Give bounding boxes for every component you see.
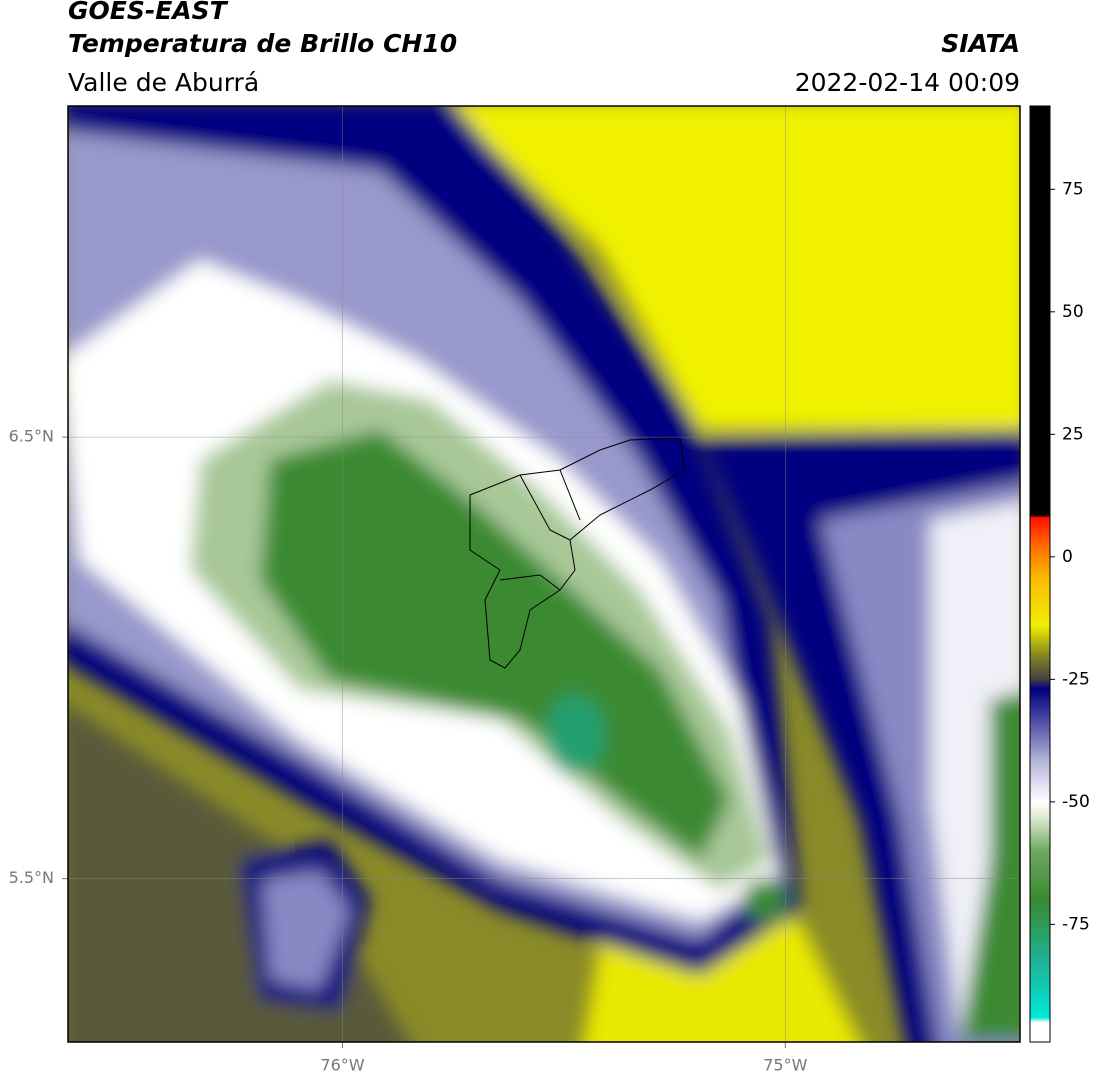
colorbar-tick-label: 75 (1062, 179, 1084, 199)
colorbar-tick-label: -50 (1062, 792, 1090, 812)
map-frame (67, 105, 1021, 1043)
colorbar-tick-label: -75 (1062, 914, 1090, 934)
y-tick-label: 6.5°N (9, 427, 54, 446)
colorbar-tick-label: -25 (1062, 669, 1090, 689)
graticule (62, 106, 1020, 1048)
map-image (68, 106, 1020, 1042)
y-tick-label: 5.5°N (9, 868, 54, 887)
colorbar-tick-label: 50 (1062, 302, 1084, 322)
title: GOES-EAST (68, 0, 229, 25)
region: Valle de Aburrá (68, 68, 259, 97)
datetime: 2022-02-14 00:09 (795, 68, 1020, 97)
agency: SIATA (941, 29, 1020, 58)
subtitle: Temperatura de Brillo CH10 (68, 29, 457, 58)
x-tick-label: 75°W (763, 1056, 807, 1075)
colorbar (1029, 105, 1051, 1043)
colorbar-tick-label: 25 (1062, 424, 1084, 444)
x-tick-label: 76°W (320, 1056, 364, 1075)
colorbar-tick-label: 0 (1062, 547, 1073, 567)
